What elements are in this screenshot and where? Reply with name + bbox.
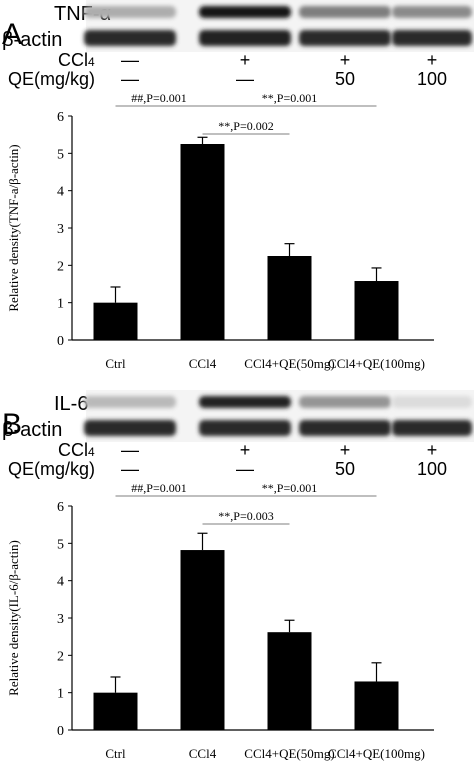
y-tick-label: 6 [57, 110, 64, 125]
blot-band [392, 6, 472, 18]
bar [180, 550, 225, 730]
treatment-value: — [121, 440, 139, 460]
bar [93, 692, 138, 730]
blot-band [299, 30, 391, 46]
significance-label: **,P=0.001 [262, 481, 317, 495]
category-label: CCl4+QE(100mg) [328, 746, 425, 761]
treatment-value: — [121, 459, 139, 479]
y-tick-label: 5 [57, 147, 64, 162]
treatment-label: CCl4 [58, 50, 95, 70]
bar [354, 681, 399, 730]
category-label: CCl4+QE(50mg) [244, 356, 334, 371]
blot-band [199, 30, 291, 46]
bar [267, 256, 312, 340]
treatment-value: — [121, 69, 139, 89]
panel-letter: B [2, 408, 22, 441]
significance-label: **,P=0.001 [262, 91, 317, 105]
blot-band [392, 420, 472, 436]
treatment-value: + [427, 440, 438, 460]
y-tick-label: 5 [57, 537, 64, 552]
y-tick-label: 4 [57, 575, 64, 590]
treatment-label: CCl4 [58, 440, 95, 460]
treatment-value: + [427, 50, 438, 70]
significance-label: **,P=0.002 [218, 119, 273, 133]
bar [267, 632, 312, 730]
blot-row-label: IL-6 [54, 393, 88, 415]
blot-band [199, 396, 291, 408]
treatment-value: — [236, 69, 254, 89]
blot-band [299, 420, 391, 436]
y-axis-label: Relative density(IL-6/β-actin) [6, 540, 21, 696]
treatment-value: + [240, 50, 251, 70]
y-tick-label: 1 [57, 687, 64, 702]
blot-band [199, 420, 291, 436]
y-tick-label: 4 [57, 185, 64, 200]
category-label: Ctrl [105, 356, 126, 371]
blot-row-label: β-actin [2, 29, 62, 51]
category-label: CCl4+QE(100mg) [328, 356, 425, 371]
y-tick-label: 6 [57, 500, 64, 515]
bar [180, 144, 225, 340]
y-tick-label: 3 [57, 222, 64, 237]
y-tick-label: 2 [57, 259, 64, 274]
y-tick-label: 0 [57, 334, 64, 349]
blot-band [199, 6, 291, 18]
y-tick-label: 2 [57, 649, 64, 664]
blot-band [392, 30, 472, 46]
treatment-value: 100 [417, 69, 447, 89]
blot-band [84, 420, 176, 436]
blot-band [84, 30, 176, 46]
treatment-label: QE(mg/kg) [8, 459, 95, 479]
category-label: CCl4 [189, 356, 217, 371]
treatment-value: + [240, 440, 251, 460]
blot-band [84, 6, 176, 18]
category-label: CCl4+QE(50mg) [244, 746, 334, 761]
y-axis-label: Relative density(TNF-a/β-actin) [6, 144, 21, 311]
category-label: CCl4 [189, 746, 217, 761]
y-tick-label: 3 [57, 612, 64, 627]
significance-label: **,P=0.003 [218, 509, 273, 523]
treatment-value: — [121, 50, 139, 70]
y-tick-label: 0 [57, 724, 64, 739]
bar [354, 281, 399, 340]
treatment-value: 50 [335, 459, 355, 479]
treatment-value: — [236, 459, 254, 479]
blot-row-label: β-actin [2, 419, 62, 441]
blot-band [299, 6, 391, 18]
treatment-value: + [340, 50, 351, 70]
treatment-value: 100 [417, 459, 447, 479]
significance-label: ##,P=0.001 [131, 481, 186, 495]
treatment-value: + [340, 440, 351, 460]
bar-chart: 0 1 2 3 4 5 6 Relative density(TNF-a/β-actin) Ct… [6, 91, 434, 371]
category-label: Ctrl [105, 746, 126, 761]
significance-label: ##,P=0.001 [131, 91, 186, 105]
panel-letter: A [2, 18, 22, 51]
bar-chart: 0 1 2 3 4 5 6 Relative density(IL-6/β-actin) Ctr… [6, 481, 434, 761]
blot-band [392, 396, 472, 408]
y-tick-label: 1 [57, 297, 64, 312]
blot-band [84, 396, 176, 408]
bar [93, 302, 138, 340]
treatment-value: 50 [335, 69, 355, 89]
blot-band [299, 396, 391, 408]
treatment-label: QE(mg/kg) [8, 69, 95, 89]
